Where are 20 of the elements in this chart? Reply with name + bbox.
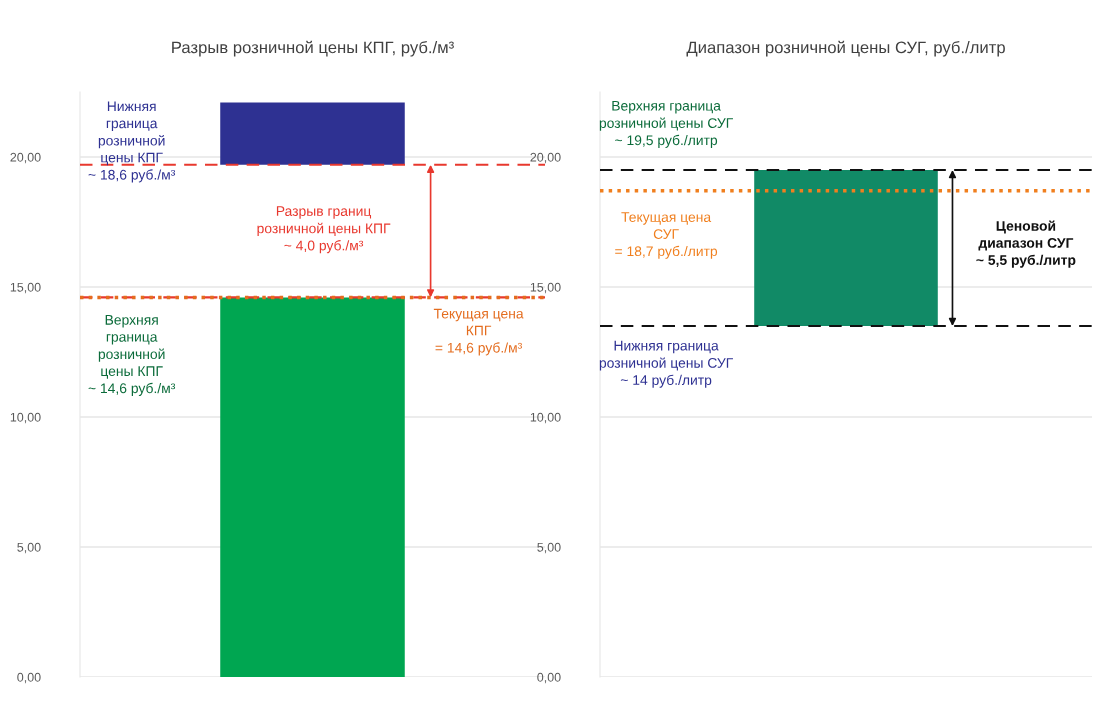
y-tick-label: 0,00 xyxy=(17,672,41,684)
y-tick-label: 10,00 xyxy=(10,412,41,424)
annotation: Верхняя граница розничной цены КПГ ~ 14,6 руб./м³ xyxy=(88,315,176,396)
annotation: Верхняя граница розничной цены СУГ ~ 19,5 руб./литр xyxy=(599,100,733,148)
y-tick-label: 0,00 xyxy=(537,672,561,684)
y-tick-label: 5,00 xyxy=(537,542,561,554)
y-tick-label: 5,00 xyxy=(17,542,41,554)
text: Ценовой диапазон СУГ ~ 5,5 руб./литр xyxy=(976,220,1076,268)
annotation: Нижняя граница розничной цены КПГ ~ 18,6 руб./м³ xyxy=(88,101,176,183)
annotation: Разрыв границ розничной цены КПГ ~ 4,0 руб./м³ xyxy=(257,206,391,254)
chart-title: Разрыв розничной цены КПГ, руб./м³ xyxy=(172,40,454,57)
y-tick-label: 20,00 xyxy=(530,152,561,164)
y-tick-label: 10,00 xyxy=(530,412,561,424)
annotation: Текущая цена СУГ = 18,7 руб./литр xyxy=(615,212,718,259)
y-tick-label: 15,00 xyxy=(530,282,561,294)
annotation: Нижняя граница розничной цены СУГ ~ 14 руб./литр xyxy=(599,340,733,388)
chart-title: Диапазон розничной цены СУГ, руб./литр xyxy=(686,40,1005,57)
annotation: Текущая цена КПГ = 14,6 руб./м³ xyxy=(433,308,524,356)
y-tick-label: 15,00 xyxy=(10,282,41,294)
y-tick-label: 20,00 xyxy=(10,152,41,164)
